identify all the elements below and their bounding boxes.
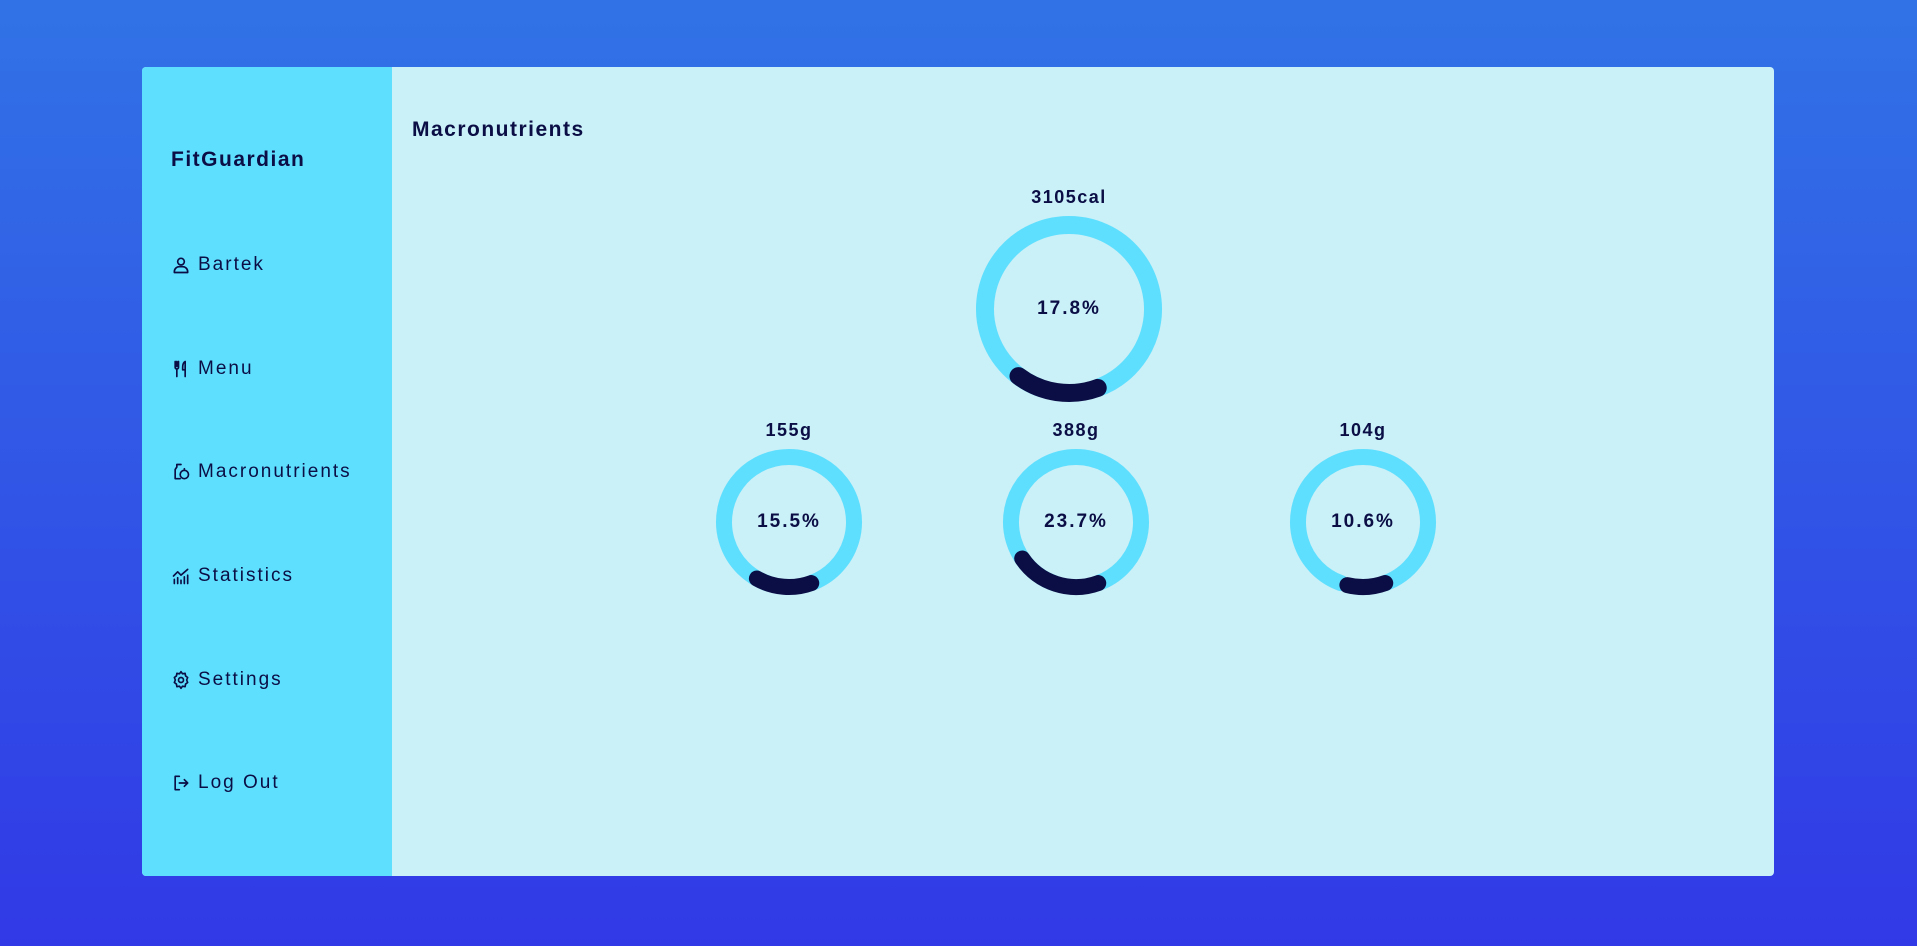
sidebar-item-label: Settings — [198, 669, 283, 690]
page-title: Macronutrients — [412, 118, 585, 141]
macro-gauge-3-ring-fill — [1339, 575, 1394, 595]
calories-percent: 17.8% — [1037, 298, 1101, 319]
macro-gauge-1-value: 155g — [765, 420, 813, 440]
macro-gauge-3-ring: 10.6% — [1288, 447, 1438, 597]
macro-gauge-3-percent: 10.6% — [1331, 511, 1395, 532]
calories-ring-chart — [976, 216, 1162, 402]
gear-icon — [171, 670, 191, 690]
calories-gauge: 3105cal 17.8% — [974, 187, 1164, 404]
sidebar-item-statistics[interactable]: Statistics — [171, 562, 294, 590]
sidebar-item-label: Log Out — [198, 772, 280, 793]
macro-gauge-1-ring: 15.5% — [714, 447, 864, 597]
macro-gauge-2: 388g 23.7% — [1001, 420, 1151, 597]
macro-gauge-3-ring-chart — [1290, 449, 1436, 595]
nutrition-icon — [171, 462, 191, 482]
calories-ring: 17.8% — [974, 214, 1164, 404]
sidebar-item-macronutrients[interactable]: Macronutrients — [171, 458, 352, 486]
logout-icon — [171, 773, 191, 793]
sidebar-item-settings[interactable]: Settings — [171, 666, 283, 694]
sidebar-item-profile[interactable]: Bartek — [171, 251, 265, 279]
sidebar-item-label: Statistics — [198, 565, 295, 586]
macro-gauge-3-value: 104g — [1339, 420, 1387, 440]
brand-logo[interactable]: FitGuardian — [171, 148, 306, 171]
sidebar: FitGuardian Bartek Menu — [142, 67, 392, 876]
macro-gauge-2-ring-fill — [1014, 550, 1107, 595]
macro-gauge-1-percent: 15.5% — [757, 511, 821, 532]
user-icon — [171, 255, 191, 275]
macro-gauge-3: 104g 10.6% — [1288, 420, 1438, 597]
macro-gauge-1-ring-fill — [748, 570, 820, 595]
macro-gauge-1: 155g 15.5% — [714, 420, 864, 597]
macro-gauge-2-ring-chart — [1003, 449, 1149, 595]
app-window: FitGuardian Bartek Menu — [142, 67, 1774, 876]
macro-gauge-1-ring-track — [716, 449, 862, 592]
main-content: Macronutrients 3105cal 17.8% 155g 15.5% — [392, 67, 1774, 876]
macro-gauge-2-value: 388g — [1052, 420, 1100, 440]
utensils-icon — [171, 359, 191, 379]
sidebar-item-menu[interactable]: Menu — [171, 355, 254, 383]
macro-gauge-1-ring-chart — [716, 449, 862, 595]
calories-ring-track — [976, 216, 1162, 397]
sidebar-item-label: Bartek — [198, 254, 265, 275]
sidebar-item-label: Macronutrients — [198, 461, 352, 482]
macro-gauge-2-percent: 23.7% — [1044, 511, 1108, 532]
macro-gauge-2-ring: 23.7% — [1001, 447, 1151, 597]
calories-value: 3105cal — [1031, 187, 1107, 207]
calories-ring-fill — [1009, 367, 1107, 402]
sidebar-item-label: Menu — [198, 358, 254, 379]
sidebar-item-logout[interactable]: Log Out — [171, 769, 280, 797]
macro-gauge-3-ring-track — [1290, 449, 1436, 592]
chart-icon — [171, 566, 191, 586]
macro-gauge-2-ring-track — [1003, 449, 1149, 592]
